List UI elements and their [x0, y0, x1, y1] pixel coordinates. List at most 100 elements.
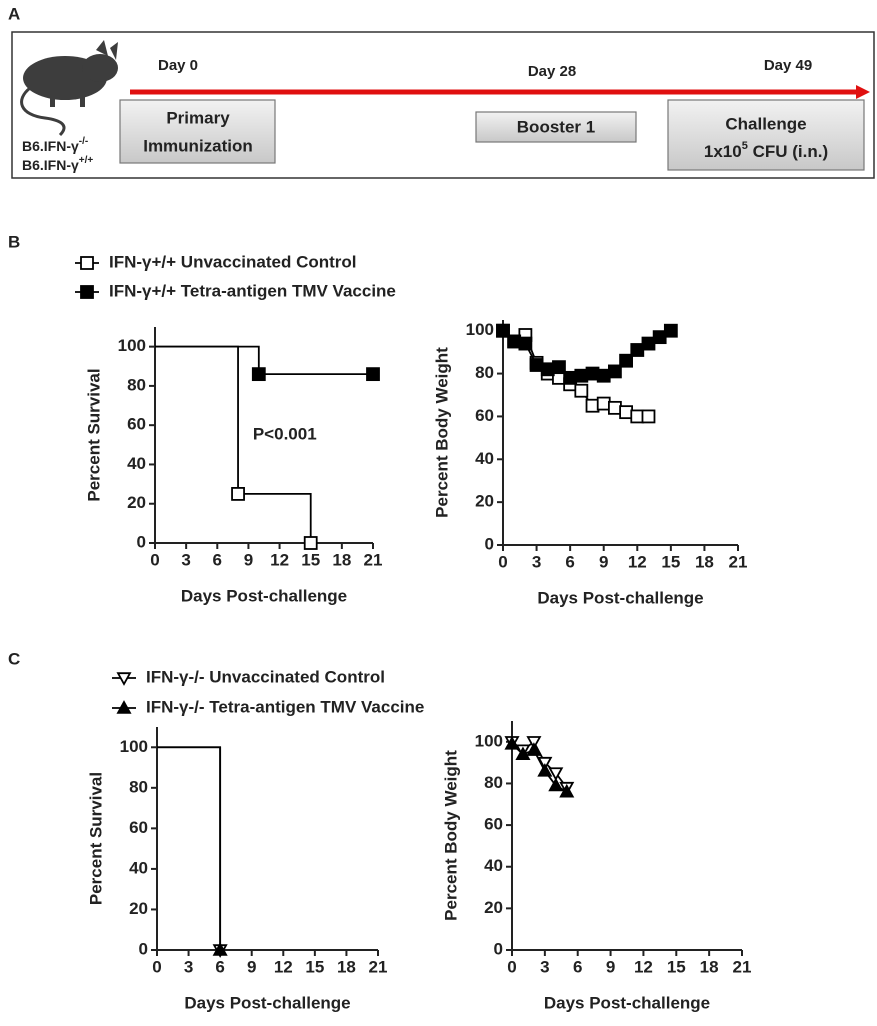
survival-line	[155, 345, 312, 543]
x-tick-label: 9	[606, 957, 615, 976]
x-tick-label: 18	[700, 957, 719, 976]
marker	[231, 487, 245, 501]
marker	[504, 736, 520, 750]
marker	[366, 367, 380, 382]
strain-label: B6.IFN-γ+/+	[22, 155, 93, 173]
marker	[540, 362, 555, 377]
marker	[630, 409, 645, 424]
y-tick-label: 80	[127, 375, 146, 394]
step-text: Booster 1	[517, 117, 595, 136]
x-tick-label: 6	[215, 957, 224, 976]
x-tick-label: 0	[150, 550, 159, 569]
legend-label: IFN-γ+/+ Unvaccinated Control	[109, 252, 357, 271]
x-tick-label: 18	[695, 552, 714, 571]
y-tick-label: 40	[484, 856, 503, 875]
marker	[529, 358, 544, 372]
x-tick-label: 21	[733, 957, 752, 976]
marker	[496, 323, 510, 338]
x-tick-label: 6	[213, 550, 222, 569]
y-tick-label: 60	[127, 415, 146, 434]
step-text: Primary	[166, 108, 230, 127]
marker	[552, 360, 566, 375]
x-axis-label: Days Post-challenge	[537, 588, 703, 607]
day-label: Day 49	[764, 57, 812, 74]
x-tick-label: 9	[244, 550, 253, 569]
marker	[563, 370, 578, 385]
marker	[596, 368, 611, 383]
y-tick-label: 20	[129, 899, 148, 918]
marker	[303, 536, 318, 550]
y-tick-label: 100	[466, 320, 494, 339]
marker	[585, 366, 600, 381]
x-tick-label: 21	[364, 550, 383, 569]
x-tick-label: 12	[274, 957, 293, 976]
marker	[608, 400, 622, 415]
timeline-frame	[11, 31, 875, 179]
panel-label: B	[8, 232, 20, 251]
marker	[663, 323, 678, 338]
marker	[585, 398, 600, 413]
x-tick-label: 15	[301, 550, 320, 569]
timeline: B6.IFN-γ-/- B6.IFN-γ+/+ Day 0 Day 28 Day…	[11, 31, 875, 179]
x-tick-label: 12	[270, 550, 289, 569]
step-box	[119, 99, 276, 164]
legend-marker	[116, 700, 132, 714]
x-axis-label: Days Post-challenge	[544, 993, 710, 1012]
panel-label: A	[8, 4, 20, 23]
marker	[608, 364, 622, 379]
marker	[515, 746, 531, 761]
marker	[596, 396, 611, 411]
marker	[652, 330, 667, 345]
y-tick-label: 40	[127, 454, 146, 473]
x-tick-label: 3	[532, 552, 541, 571]
legend-label: IFN-γ+/+ Tetra-antigen TMV Vaccine	[109, 281, 396, 300]
legend-marker	[80, 256, 94, 270]
y-tick-label: 60	[484, 815, 503, 834]
marker	[630, 343, 645, 357]
arrow-head	[856, 85, 870, 99]
survival-line	[155, 345, 373, 376]
x-tick-label: 18	[337, 957, 356, 976]
annotation: P<0.001	[253, 424, 317, 443]
survival-line	[157, 746, 222, 950]
marker	[518, 336, 533, 351]
legend-label: IFN-γ-/- Tetra-antigen TMV Vaccine	[146, 697, 424, 716]
legend-marker	[116, 672, 132, 686]
day-label: Day 0	[158, 57, 198, 74]
panel-label: C	[8, 649, 20, 668]
y-tick-label: 0	[485, 534, 494, 553]
x-tick-label: 0	[498, 552, 507, 571]
legend-label: IFN-γ-/- Unvaccinated Control	[146, 667, 385, 686]
y-axis-label: Percent Survival	[86, 772, 105, 905]
x-tick-label: 9	[247, 957, 256, 976]
marker	[619, 353, 633, 368]
x-tick-label: 6	[565, 552, 574, 571]
x-tick-label: 6	[573, 957, 582, 976]
x-axis-label: Days Post-challenge	[181, 586, 347, 605]
x-tick-label: 21	[729, 552, 748, 571]
x-tick-label: 15	[661, 552, 680, 571]
step-text: 1x105 CFU (i.n.)	[704, 140, 828, 162]
marker	[548, 777, 564, 792]
y-tick-label: 0	[494, 939, 503, 958]
marker	[212, 942, 228, 956]
y-axis-label: Percent Body Weight	[441, 750, 460, 921]
y-tick-label: 80	[484, 773, 503, 792]
step-box	[475, 111, 637, 143]
y-tick-label: 80	[475, 363, 494, 382]
y-axis-label: Percent Survival	[84, 368, 103, 501]
strain-label: B6.IFN-γ-/-	[22, 136, 88, 154]
x-tick-label: 15	[305, 957, 324, 976]
y-axis-label: Percent Body Weight	[432, 347, 451, 518]
y-tick-label: 100	[475, 731, 503, 750]
x-tick-label: 3	[184, 957, 193, 976]
x-tick-label: 21	[369, 957, 388, 976]
y-tick-label: 20	[475, 492, 494, 511]
mouse-icon	[20, 40, 118, 137]
y-tick-label: 40	[129, 858, 148, 877]
step-text: Immunization	[143, 136, 253, 155]
x-axis-label: Days Post-challenge	[184, 993, 350, 1012]
y-tick-label: 20	[484, 898, 503, 917]
legend-marker	[80, 285, 94, 299]
step-box	[667, 99, 865, 171]
